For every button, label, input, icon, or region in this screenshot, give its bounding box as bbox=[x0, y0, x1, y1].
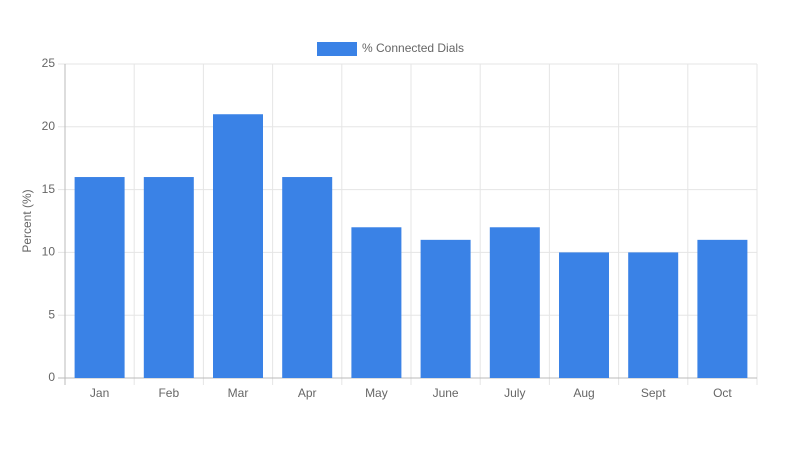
y-tick-label: 25 bbox=[42, 56, 56, 70]
x-tick-label: May bbox=[365, 386, 388, 400]
y-tick-label: 10 bbox=[42, 245, 56, 259]
bar bbox=[213, 114, 263, 379]
x-tick-label: Jan bbox=[90, 386, 109, 400]
bar bbox=[628, 252, 679, 378]
bar bbox=[420, 239, 471, 378]
bar bbox=[74, 177, 125, 378]
x-tick-label: Mar bbox=[228, 386, 249, 400]
x-tick-label: Sept bbox=[641, 386, 666, 400]
x-tick-label: Aug bbox=[573, 386, 594, 400]
legend-label: % Connected Dials bbox=[362, 41, 464, 55]
x-tick-label: Oct bbox=[713, 386, 732, 400]
bar bbox=[559, 252, 609, 378]
bar bbox=[489, 227, 540, 378]
y-tick-label: 5 bbox=[48, 307, 55, 321]
x-tick-label: July bbox=[504, 386, 525, 400]
x-tick-label: Feb bbox=[158, 386, 179, 400]
x-tick-label: June bbox=[433, 386, 459, 400]
y-tick-label: 15 bbox=[42, 182, 56, 196]
bar bbox=[697, 239, 748, 378]
y-tick-label: 0 bbox=[48, 370, 55, 384]
bar bbox=[282, 177, 333, 378]
bar bbox=[143, 177, 194, 378]
bar bbox=[351, 227, 402, 378]
y-tick-label: 20 bbox=[42, 119, 56, 133]
legend-swatch bbox=[317, 42, 357, 56]
x-tick-label: Apr bbox=[298, 386, 317, 400]
y-axis-label: Percent (%) bbox=[20, 189, 34, 252]
